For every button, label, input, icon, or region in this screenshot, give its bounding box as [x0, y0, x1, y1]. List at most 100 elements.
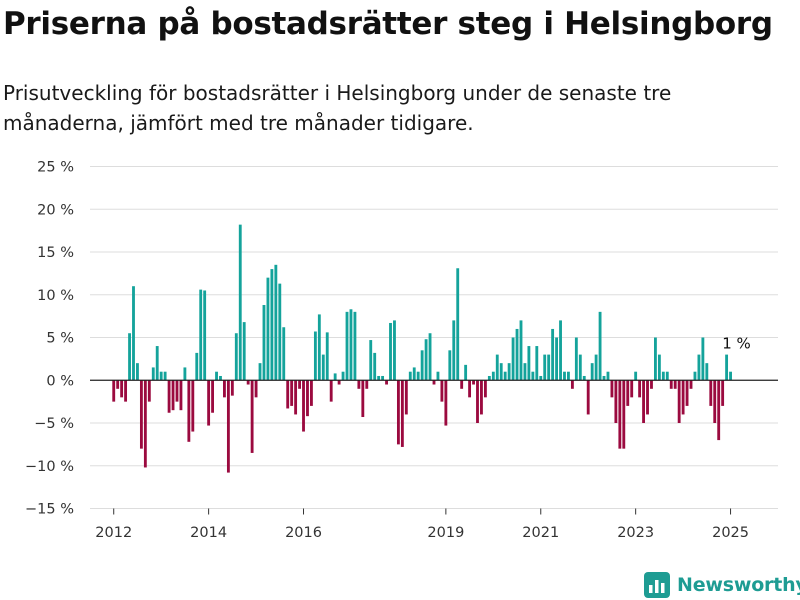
- bar: [183, 367, 187, 381]
- bar: [258, 363, 262, 381]
- bar: [120, 380, 124, 398]
- gridlines: [90, 166, 778, 509]
- bar: [349, 309, 353, 381]
- bar: [610, 380, 614, 398]
- x-axis-ticks: 2012 2014 2016 2019 2021 2023 2025: [95, 508, 749, 541]
- bar: [456, 268, 460, 381]
- y-tick-label: −5 %: [34, 416, 74, 432]
- chart-subtitle: Prisutveckling för bostadsrätter i Helsi…: [3, 81, 672, 135]
- bar: [657, 354, 661, 381]
- bar: [266, 277, 270, 381]
- bar: [361, 380, 365, 418]
- newsworthy-logo[interactable]: Newsworthy: [644, 570, 800, 600]
- bar: [353, 311, 357, 381]
- bar: [476, 380, 479, 423]
- bar: [428, 333, 432, 381]
- bar: [507, 363, 511, 381]
- bar: [511, 337, 515, 381]
- bar: [582, 375, 586, 381]
- bar: [321, 354, 325, 381]
- bar: [179, 380, 183, 411]
- bar: [147, 380, 151, 402]
- bar: [337, 380, 341, 385]
- bar: [432, 380, 436, 385]
- bar: [191, 380, 195, 432]
- bar: [404, 380, 408, 415]
- bar: [448, 350, 452, 381]
- bar: [341, 371, 345, 381]
- bar: [250, 380, 254, 453]
- bar: [365, 380, 369, 389]
- bar: [223, 380, 226, 398]
- bar: [555, 337, 558, 381]
- bar: [709, 380, 713, 406]
- bar: [124, 380, 128, 402]
- bar: [357, 380, 361, 389]
- bar: [725, 354, 729, 381]
- bar: [472, 380, 475, 385]
- bar: [163, 371, 167, 381]
- bar: [420, 350, 424, 381]
- bar: [468, 380, 472, 398]
- bar: [590, 363, 594, 381]
- bar: [539, 375, 543, 381]
- bar: [681, 380, 685, 415]
- y-tick-label: −15 %: [25, 502, 74, 518]
- bar: [519, 320, 523, 381]
- bar: [396, 380, 400, 445]
- bar: [638, 380, 642, 398]
- bar: [487, 375, 491, 381]
- bar: [345, 311, 349, 381]
- bar: [369, 340, 373, 381]
- bar: [630, 380, 634, 398]
- x-tick-label: 2023: [617, 525, 654, 541]
- bar: [654, 337, 657, 381]
- bar: [634, 371, 638, 381]
- bar: [503, 371, 507, 381]
- y-tick-label: 15 %: [37, 245, 74, 261]
- bar: [705, 363, 709, 381]
- bar: [393, 320, 396, 381]
- bar: [452, 320, 456, 381]
- bar: [622, 380, 626, 449]
- bar: [385, 380, 388, 385]
- bar: [693, 371, 697, 381]
- bar: [278, 283, 282, 381]
- bar: [642, 380, 645, 423]
- bar: [721, 380, 725, 406]
- bar: [313, 331, 317, 381]
- bar: [238, 224, 242, 381]
- bar: [211, 380, 214, 413]
- bar: [729, 371, 732, 381]
- y-axis-ticks: −15 % −10 % −5 % 0 % 5 % 10 % 15 % 20 % 25 %: [25, 160, 74, 518]
- bar: [373, 352, 377, 381]
- brand-name: Newsworthy: [677, 574, 800, 596]
- bar: [586, 380, 590, 415]
- bar: [234, 333, 238, 381]
- x-tick-label: 2012: [95, 525, 132, 541]
- bar: [175, 380, 179, 402]
- bar: [116, 380, 120, 389]
- chart-title: Priserna på bostadsrätter steg i Helsing…: [3, 6, 773, 42]
- bar: [531, 371, 535, 381]
- bar: [282, 327, 286, 381]
- y-tick-label: 5 %: [46, 331, 74, 347]
- bar: [594, 354, 598, 381]
- y-tick-label: 0 %: [46, 373, 74, 389]
- bar: [416, 371, 420, 381]
- bar: [187, 380, 191, 442]
- bar: [480, 380, 483, 415]
- bar: [665, 371, 669, 381]
- bar: [226, 380, 230, 473]
- bar: [563, 371, 566, 381]
- bar: [195, 352, 199, 381]
- bar: [270, 269, 274, 381]
- bar: [317, 314, 321, 381]
- bar: [559, 320, 562, 381]
- bar: [389, 322, 392, 381]
- bar: [669, 380, 673, 389]
- bar-chart-logo-icon: [644, 572, 670, 598]
- bar: [199, 289, 203, 381]
- bar: [306, 380, 309, 417]
